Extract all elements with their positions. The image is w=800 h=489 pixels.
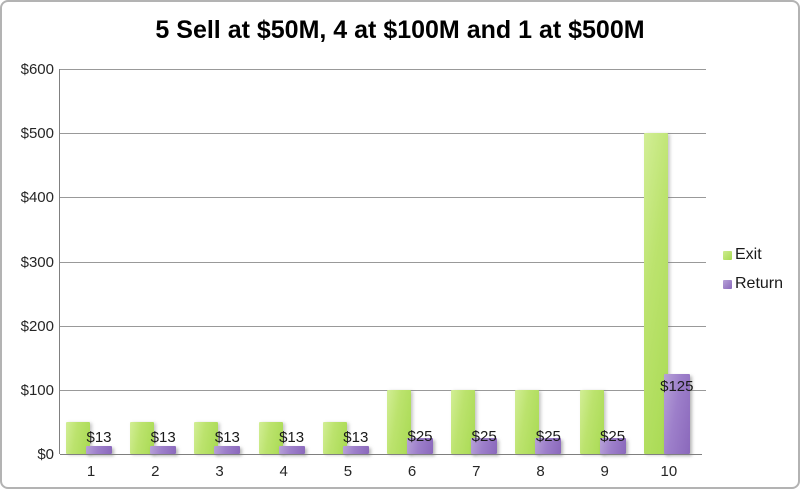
bar-return	[86, 446, 112, 454]
data-label: $25	[600, 428, 626, 445]
y-axis-tick-label: $300	[20, 253, 54, 271]
data-label: $25	[407, 428, 433, 445]
legend-swatch-return-icon	[723, 279, 732, 289]
data-label: $125	[660, 378, 694, 395]
bar-return	[278, 446, 305, 454]
data-label: $13	[214, 429, 240, 446]
x-axis-category-label: 8	[536, 463, 545, 480]
data-label: $25	[535, 428, 561, 445]
x-axis-category-label: 9	[600, 463, 609, 480]
x-axis-line	[60, 454, 702, 455]
bar-return	[342, 446, 369, 454]
y-axis-tick-label: $200	[20, 317, 54, 335]
bar-return	[535, 438, 562, 454]
legend-item-exit: Exit	[723, 247, 783, 263]
legend-label: Return	[735, 275, 784, 292]
x-axis-category-label: 2	[151, 463, 160, 480]
plot-area: $13 $13 $13 $13 $13 $25 $25 $25 $25 $125	[59, 69, 706, 455]
gridline	[60, 133, 706, 135]
x-axis-category-label: 6	[407, 463, 417, 480]
data-label: $13	[86, 429, 112, 446]
legend-label: Exit	[735, 246, 762, 263]
x-axis-category-label: 10	[660, 463, 678, 480]
y-axis-tick-label: $500	[20, 125, 54, 143]
gridline	[60, 325, 706, 327]
chart-title: 5 Sell at $50M, 4 at $100M and 1 at $500…	[155, 16, 645, 44]
y-axis-tick-label: $400	[20, 189, 54, 207]
bar-return	[150, 446, 177, 454]
gridline	[60, 69, 706, 70]
x-axis-category-label: 1	[86, 463, 96, 480]
data-label: $13	[150, 429, 176, 446]
x-axis-category-label: 5	[343, 463, 353, 480]
x-axis-category-label: 4	[279, 463, 288, 480]
x-axis-category-label: 7	[472, 463, 481, 480]
gridline	[60, 389, 706, 391]
y-axis-tick-label: $100	[20, 381, 54, 399]
data-label: $13	[343, 429, 369, 446]
bar-return	[663, 374, 690, 454]
x-axis-category-label: 3	[215, 463, 224, 480]
bar-return	[214, 446, 241, 454]
y-axis-tick-label: $600	[20, 61, 54, 78]
y-axis-tick-label: $0	[37, 446, 54, 463]
gridline	[60, 261, 706, 263]
bar-return	[471, 438, 498, 454]
legend-item-return: Return	[723, 276, 783, 292]
bar-return	[599, 438, 626, 454]
legend-swatch-exit-icon	[723, 250, 732, 260]
bar-return	[407, 438, 433, 454]
gridline	[60, 197, 706, 199]
legend: Exit Return	[723, 247, 783, 305]
data-label: $13	[279, 429, 305, 446]
data-label: $25	[471, 428, 497, 445]
